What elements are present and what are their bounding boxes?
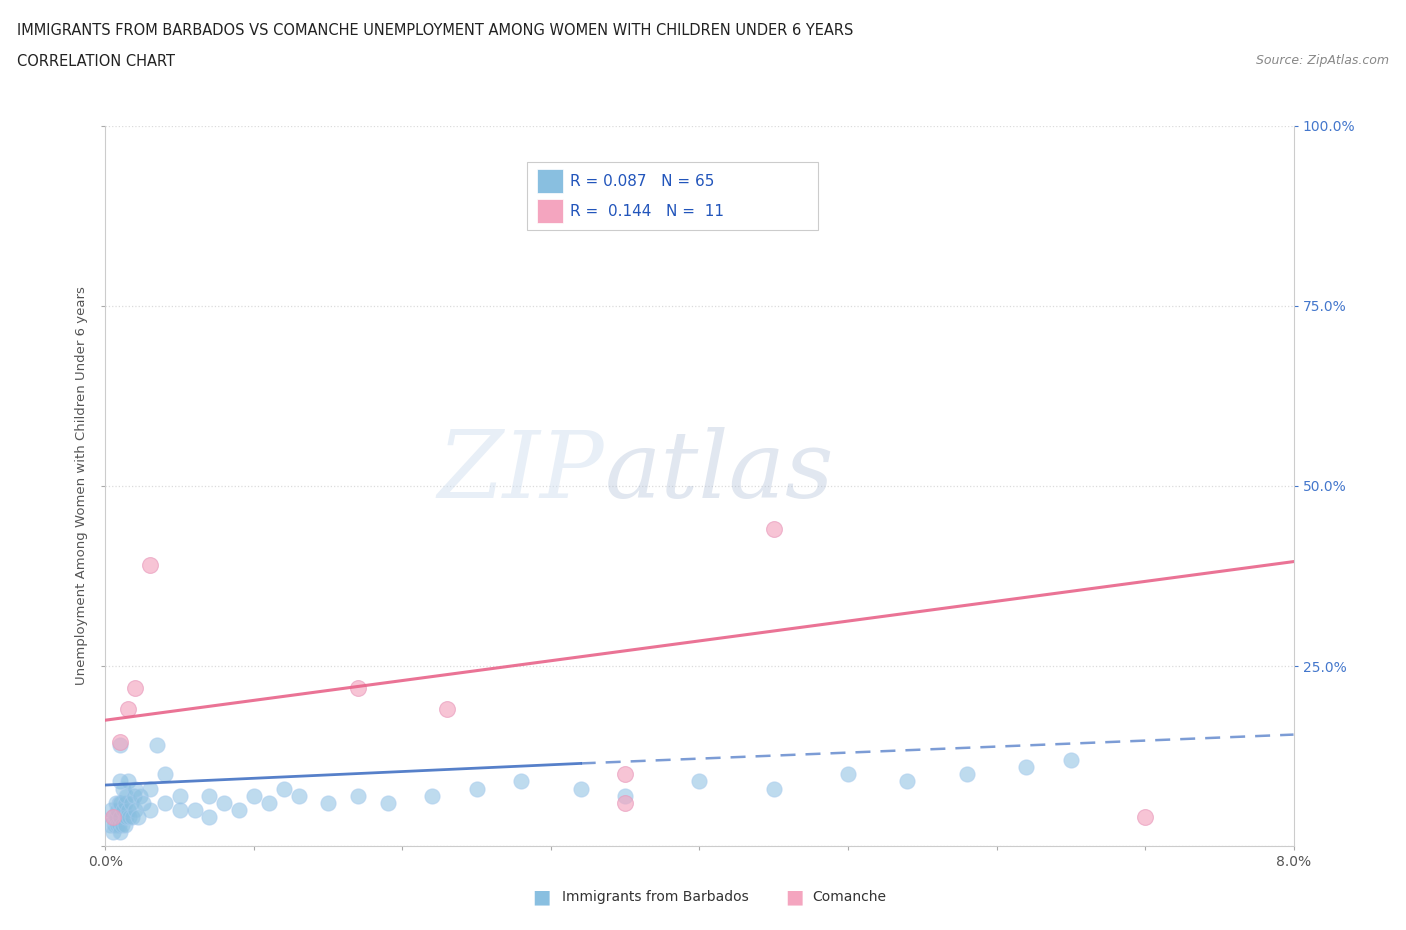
Point xyxy=(762,522,785,537)
Point xyxy=(101,810,124,825)
Point xyxy=(243,789,266,804)
Point xyxy=(347,681,370,696)
Point xyxy=(436,702,458,717)
Point xyxy=(183,803,205,817)
Point xyxy=(257,796,280,811)
Point xyxy=(198,789,221,804)
Bar xyxy=(537,169,562,193)
Point xyxy=(101,810,124,825)
Point xyxy=(117,702,139,717)
Point xyxy=(105,803,128,817)
Point xyxy=(131,796,153,811)
Point xyxy=(122,789,145,804)
Point xyxy=(118,810,141,825)
Point xyxy=(198,810,221,825)
Point xyxy=(510,774,533,789)
Point xyxy=(1133,810,1156,825)
Point xyxy=(121,810,143,825)
FancyBboxPatch shape xyxy=(527,162,818,230)
Point xyxy=(117,803,139,817)
Point xyxy=(117,774,139,789)
Text: ■: ■ xyxy=(531,887,551,906)
Point xyxy=(153,796,176,811)
Point xyxy=(114,796,136,811)
Point xyxy=(614,796,637,811)
Point xyxy=(762,781,785,796)
Point xyxy=(124,681,146,696)
Point xyxy=(108,796,131,811)
Point xyxy=(377,796,399,811)
Point xyxy=(139,558,162,573)
Text: CORRELATION CHART: CORRELATION CHART xyxy=(17,54,174,69)
Point xyxy=(896,774,918,789)
Text: Comanche: Comanche xyxy=(813,889,887,904)
Point xyxy=(316,796,339,811)
Point xyxy=(104,796,127,811)
Point xyxy=(112,781,135,796)
Point xyxy=(115,789,138,804)
Point xyxy=(287,789,309,804)
Point xyxy=(465,781,488,796)
Point xyxy=(100,803,122,817)
Point xyxy=(837,766,859,781)
Point xyxy=(108,817,131,832)
Point xyxy=(228,803,250,817)
Text: Immigrants from Barbados: Immigrants from Barbados xyxy=(562,889,749,904)
Point xyxy=(120,796,142,811)
Point xyxy=(110,738,132,753)
Point xyxy=(127,810,149,825)
Point xyxy=(1015,760,1038,775)
Bar xyxy=(537,199,562,223)
Point xyxy=(101,825,124,840)
Text: ZIP: ZIP xyxy=(437,427,605,516)
Point xyxy=(214,796,236,811)
Point xyxy=(110,735,132,750)
Point xyxy=(98,817,121,832)
Point xyxy=(169,803,191,817)
Point xyxy=(110,825,132,840)
Text: R =  0.144   N =  11: R = 0.144 N = 11 xyxy=(569,204,724,219)
Point xyxy=(614,766,637,781)
Point xyxy=(124,781,146,796)
Text: Source: ZipAtlas.com: Source: ZipAtlas.com xyxy=(1256,54,1389,67)
Point xyxy=(103,817,125,832)
Point xyxy=(139,803,162,817)
Point xyxy=(569,781,592,796)
Y-axis label: Unemployment Among Women with Children Under 6 years: Unemployment Among Women with Children U… xyxy=(75,286,89,685)
Point xyxy=(273,781,295,796)
Point xyxy=(110,774,132,789)
Text: R = 0.087   N = 65: R = 0.087 N = 65 xyxy=(569,174,714,189)
Point xyxy=(420,789,443,804)
Point xyxy=(956,766,979,781)
Text: ■: ■ xyxy=(785,887,804,906)
Point xyxy=(1060,752,1083,767)
Point xyxy=(347,789,370,804)
Point xyxy=(689,774,711,789)
Point xyxy=(128,789,150,804)
Point xyxy=(104,810,127,825)
Point xyxy=(169,789,191,804)
Point xyxy=(105,817,128,832)
Point xyxy=(614,789,637,804)
Point xyxy=(115,810,138,825)
Point xyxy=(110,796,132,811)
Point xyxy=(112,803,135,817)
Point xyxy=(124,803,146,817)
Point xyxy=(139,781,162,796)
Text: atlas: atlas xyxy=(605,427,834,516)
Point xyxy=(153,766,176,781)
Point xyxy=(111,817,134,832)
Text: IMMIGRANTS FROM BARBADOS VS COMANCHE UNEMPLOYMENT AMONG WOMEN WITH CHILDREN UNDE: IMMIGRANTS FROM BARBADOS VS COMANCHE UNE… xyxy=(17,23,853,38)
Point xyxy=(110,810,132,825)
Point xyxy=(114,817,136,832)
Point xyxy=(146,738,169,753)
